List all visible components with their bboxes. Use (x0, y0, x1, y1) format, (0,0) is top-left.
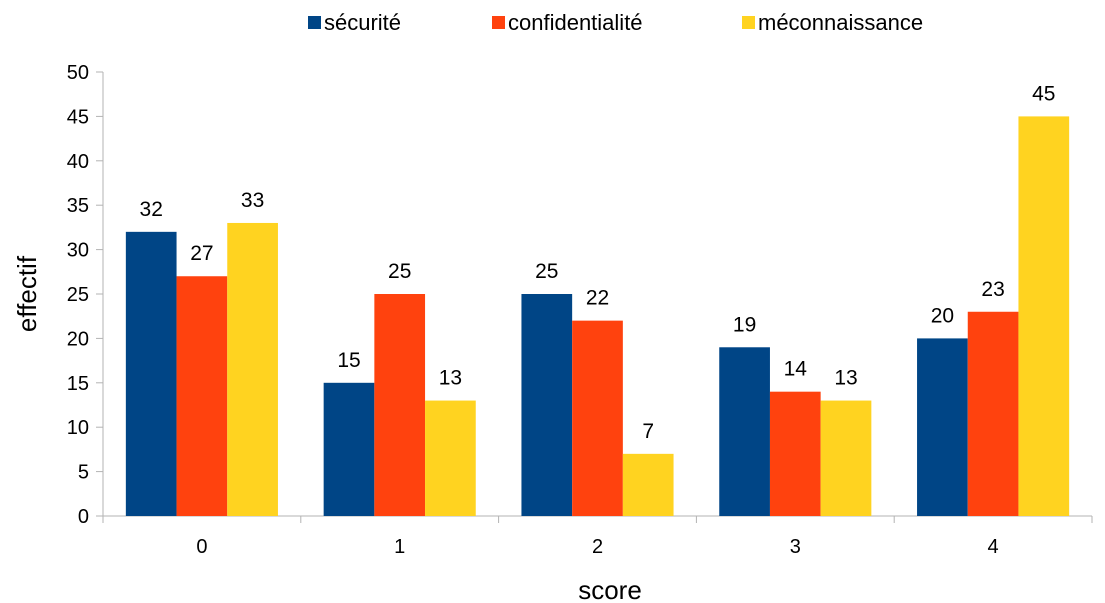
legend-swatch (308, 16, 321, 29)
y-tick-label: 50 (67, 62, 89, 84)
x-tick-label: 0 (196, 536, 207, 558)
x-tick-label: 1 (394, 536, 405, 558)
legend-swatch (742, 16, 755, 29)
x-tick-label: 2 (592, 536, 603, 558)
bar (719, 347, 770, 516)
bar (176, 276, 228, 516)
legend: sécurité confidentialité méconnaissance (308, 10, 923, 35)
data-label: 25 (535, 260, 558, 283)
data-label: 33 (241, 189, 264, 212)
bar (425, 400, 476, 516)
y-tick-label: 35 (67, 195, 89, 217)
y-tick-label: 0 (78, 506, 89, 528)
data-label: 45 (1032, 82, 1055, 105)
data-label: 13 (834, 367, 857, 390)
legend-swatch (492, 16, 505, 29)
data-label: 15 (337, 349, 360, 372)
y-tick-label: 40 (67, 151, 89, 173)
data-label: 22 (586, 287, 609, 310)
y-tick-label: 20 (67, 328, 89, 350)
data-label: 19 (733, 313, 756, 336)
legend-label: sécurité (324, 10, 401, 35)
bar (572, 320, 623, 516)
bar (622, 453, 674, 516)
bar (1018, 116, 1070, 517)
data-label: 13 (439, 367, 462, 390)
bar (917, 338, 968, 516)
x-tick-label: 4 (988, 536, 999, 558)
bar (820, 400, 872, 516)
legend-label: confidentialité (508, 10, 643, 35)
bars (125, 116, 1070, 517)
legend-label: méconnaissance (758, 10, 923, 35)
x-tick-label: 3 (790, 536, 801, 558)
y-tick-label: 45 (67, 106, 89, 128)
y-tick-label: 15 (67, 373, 89, 395)
data-label: 14 (784, 358, 808, 381)
x-axis-title: score (578, 575, 642, 603)
data-label: 23 (981, 278, 1004, 301)
bar (374, 294, 426, 516)
data-label: 7 (642, 420, 654, 443)
y-axis-title: effectif (12, 255, 42, 332)
data-labels: 32 15 25 19 20 27 25 22 14 23 33 13 7 13 45 (140, 82, 1056, 442)
bar (125, 231, 177, 516)
bar (323, 382, 375, 516)
bar (227, 222, 278, 516)
y-tick-label: 30 (67, 240, 89, 262)
bar (967, 311, 1019, 516)
data-label: 25 (388, 260, 411, 283)
data-label: 32 (140, 198, 163, 221)
y-tick-label: 5 (78, 462, 89, 484)
data-label: 20 (931, 304, 954, 327)
y-tick-label: 10 (67, 417, 89, 439)
bar (521, 294, 573, 516)
bar (769, 391, 821, 516)
data-label: 27 (190, 242, 213, 265)
y-tick-label: 25 (67, 284, 89, 306)
